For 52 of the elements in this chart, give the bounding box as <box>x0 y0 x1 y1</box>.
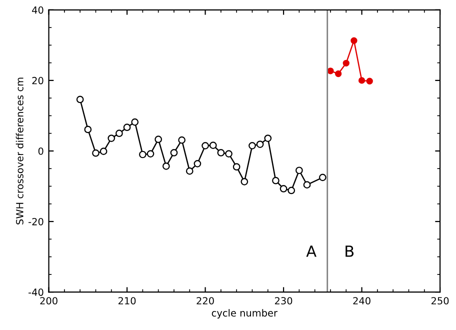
point <box>76 96 84 104</box>
point <box>225 150 232 158</box>
annotation: B <box>346 246 354 257</box>
point <box>146 150 154 158</box>
point <box>358 77 366 84</box>
annotation: A <box>306 246 316 257</box>
point <box>342 60 350 66</box>
x-tick-label: 230 <box>274 297 292 304</box>
point <box>303 181 311 189</box>
point <box>264 134 272 142</box>
point <box>217 149 225 156</box>
x-tick-label: 200 <box>40 297 58 304</box>
y-tick-label: 20 <box>32 76 44 84</box>
x-tick-label: 250 <box>431 297 449 304</box>
point <box>272 176 280 184</box>
point <box>232 163 240 171</box>
x-tick-label: 220 <box>196 297 214 304</box>
point <box>100 148 108 156</box>
point <box>116 130 123 138</box>
point <box>162 162 170 170</box>
point <box>194 160 202 168</box>
point <box>84 126 92 134</box>
point <box>92 149 100 157</box>
point <box>366 78 373 84</box>
point <box>209 142 217 150</box>
point <box>139 150 146 158</box>
point <box>280 185 288 192</box>
x-tick-label: 210 <box>118 297 136 304</box>
x-axis-title: cycle number <box>212 309 278 319</box>
point <box>318 174 326 182</box>
point <box>131 118 139 126</box>
point <box>123 124 131 132</box>
point <box>154 136 162 144</box>
point <box>108 134 116 142</box>
point <box>350 37 358 44</box>
y-tick-label: -40 <box>28 288 44 296</box>
point <box>296 166 303 174</box>
x-tick-label: 240 <box>353 297 370 304</box>
y-axis-title: SWH crossover differences cm <box>16 78 24 224</box>
y-tick-label: -20 <box>28 218 44 226</box>
point <box>178 136 186 144</box>
point <box>256 140 264 148</box>
point <box>202 142 209 150</box>
y-tick-label: 0 <box>38 147 44 155</box>
point <box>334 70 342 78</box>
point <box>170 149 178 156</box>
point <box>327 68 334 74</box>
point <box>186 167 194 175</box>
point <box>248 142 256 150</box>
point <box>240 178 248 186</box>
y-tick-label: 40 <box>32 6 44 14</box>
point <box>288 186 296 194</box>
